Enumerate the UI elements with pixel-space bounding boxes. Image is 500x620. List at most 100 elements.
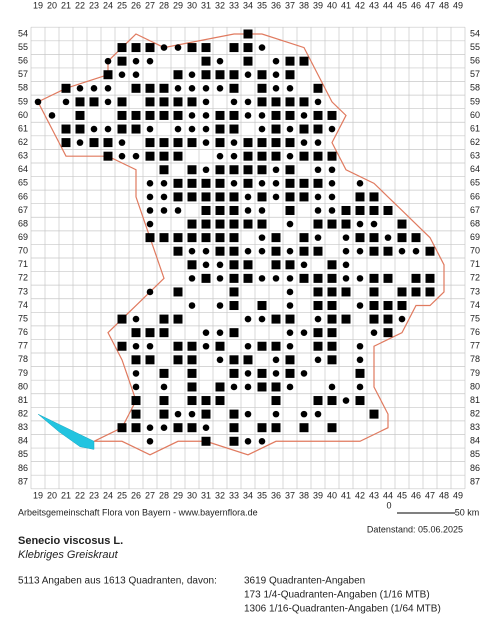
record-square bbox=[243, 29, 253, 39]
column-label: 46 bbox=[411, 0, 421, 10]
record-square bbox=[229, 409, 239, 419]
record-square bbox=[187, 341, 197, 351]
record-square bbox=[131, 83, 141, 93]
summary-line: 3619 Quadranten-Angaben bbox=[244, 576, 365, 587]
record-square bbox=[229, 124, 239, 134]
record-square bbox=[271, 341, 281, 351]
record-dot bbox=[216, 302, 224, 309]
record-square bbox=[369, 233, 379, 243]
row-label: 61 bbox=[470, 123, 480, 133]
record-dot bbox=[146, 437, 154, 445]
column-label: 26 bbox=[131, 0, 141, 10]
summary-line: 1306 1/16-Quadranten-Angaben (1/64 MTB) bbox=[244, 604, 441, 615]
column-label: 25 bbox=[117, 490, 127, 500]
column-label: 40 bbox=[327, 490, 337, 500]
record-square bbox=[117, 43, 127, 53]
record-square bbox=[229, 233, 239, 243]
record-square bbox=[173, 97, 183, 107]
column-label: 22 bbox=[75, 0, 85, 10]
record-dot bbox=[258, 112, 266, 119]
record-square bbox=[313, 110, 323, 120]
record-dot bbox=[188, 125, 196, 133]
lake bbox=[37, 413, 95, 450]
record-square bbox=[145, 83, 155, 93]
row-label: 58 bbox=[470, 83, 480, 93]
record-square bbox=[313, 83, 323, 93]
record-dot bbox=[314, 207, 322, 214]
record-square bbox=[201, 178, 211, 188]
column-label: 33 bbox=[229, 490, 239, 500]
record-dot bbox=[314, 356, 322, 364]
row-label: 55 bbox=[470, 42, 480, 52]
record-dot bbox=[244, 410, 252, 418]
row-label: 63 bbox=[470, 151, 480, 161]
column-label: 39 bbox=[313, 0, 323, 10]
record-square bbox=[229, 273, 239, 283]
column-label: 21 bbox=[61, 0, 71, 10]
column-label: 38 bbox=[299, 0, 309, 10]
record-square bbox=[173, 70, 183, 80]
region bbox=[37, 33, 445, 456]
column-label: 21 bbox=[61, 490, 71, 500]
row-label: 79 bbox=[18, 368, 28, 378]
summary-line: 173 1/4-Quadranten-Angaben (1/16 MTB) bbox=[244, 590, 430, 601]
record-square bbox=[299, 178, 309, 188]
column-label: 32 bbox=[215, 490, 225, 500]
record-square bbox=[411, 287, 421, 297]
record-square bbox=[383, 314, 393, 324]
record-dot bbox=[258, 180, 266, 187]
row-label: 75 bbox=[18, 313, 28, 323]
record-square bbox=[229, 219, 239, 229]
record-square bbox=[229, 246, 239, 256]
record-dot bbox=[48, 112, 56, 119]
record-dot bbox=[202, 247, 210, 255]
record-square bbox=[327, 396, 337, 406]
record-square bbox=[285, 192, 295, 202]
column-label: 43 bbox=[369, 490, 379, 500]
column-label: 27 bbox=[145, 490, 155, 500]
record-dot bbox=[328, 125, 336, 133]
record-dot bbox=[286, 383, 294, 391]
record-dot bbox=[272, 193, 280, 201]
row-label: 64 bbox=[470, 164, 480, 174]
record-square bbox=[369, 246, 379, 256]
row-label: 78 bbox=[470, 354, 480, 364]
record-square bbox=[327, 341, 337, 351]
record-dot bbox=[258, 44, 266, 51]
row-label: 57 bbox=[18, 69, 28, 79]
column-label: 29 bbox=[173, 0, 183, 10]
record-square bbox=[411, 233, 421, 243]
record-dot bbox=[230, 152, 238, 160]
record-dot bbox=[258, 234, 266, 241]
row-label: 57 bbox=[470, 69, 480, 79]
row-label: 74 bbox=[470, 300, 480, 310]
record-square bbox=[145, 97, 155, 107]
record-dot bbox=[286, 152, 294, 160]
record-square bbox=[117, 110, 127, 120]
record-square bbox=[383, 273, 393, 283]
record-dot bbox=[272, 410, 280, 418]
record-square bbox=[257, 219, 267, 229]
record-dot bbox=[286, 125, 294, 133]
record-square bbox=[285, 97, 295, 107]
record-square bbox=[257, 83, 267, 93]
record-square bbox=[257, 423, 267, 433]
record-dot bbox=[300, 370, 308, 377]
record-square bbox=[313, 246, 323, 256]
record-square bbox=[257, 192, 267, 202]
record-square bbox=[285, 368, 295, 378]
row-label: 74 bbox=[18, 300, 28, 310]
record-square bbox=[159, 368, 169, 378]
record-dot bbox=[216, 85, 224, 92]
record-dot bbox=[62, 98, 70, 106]
row-label: 80 bbox=[18, 381, 28, 391]
record-dot bbox=[258, 125, 266, 133]
column-label: 24 bbox=[103, 490, 113, 500]
record-square bbox=[327, 273, 337, 283]
record-dot bbox=[244, 342, 252, 350]
record-dot bbox=[132, 57, 140, 65]
record-square bbox=[201, 436, 211, 446]
record-square bbox=[229, 423, 239, 433]
record-square bbox=[187, 43, 197, 53]
record-dot bbox=[160, 424, 168, 431]
